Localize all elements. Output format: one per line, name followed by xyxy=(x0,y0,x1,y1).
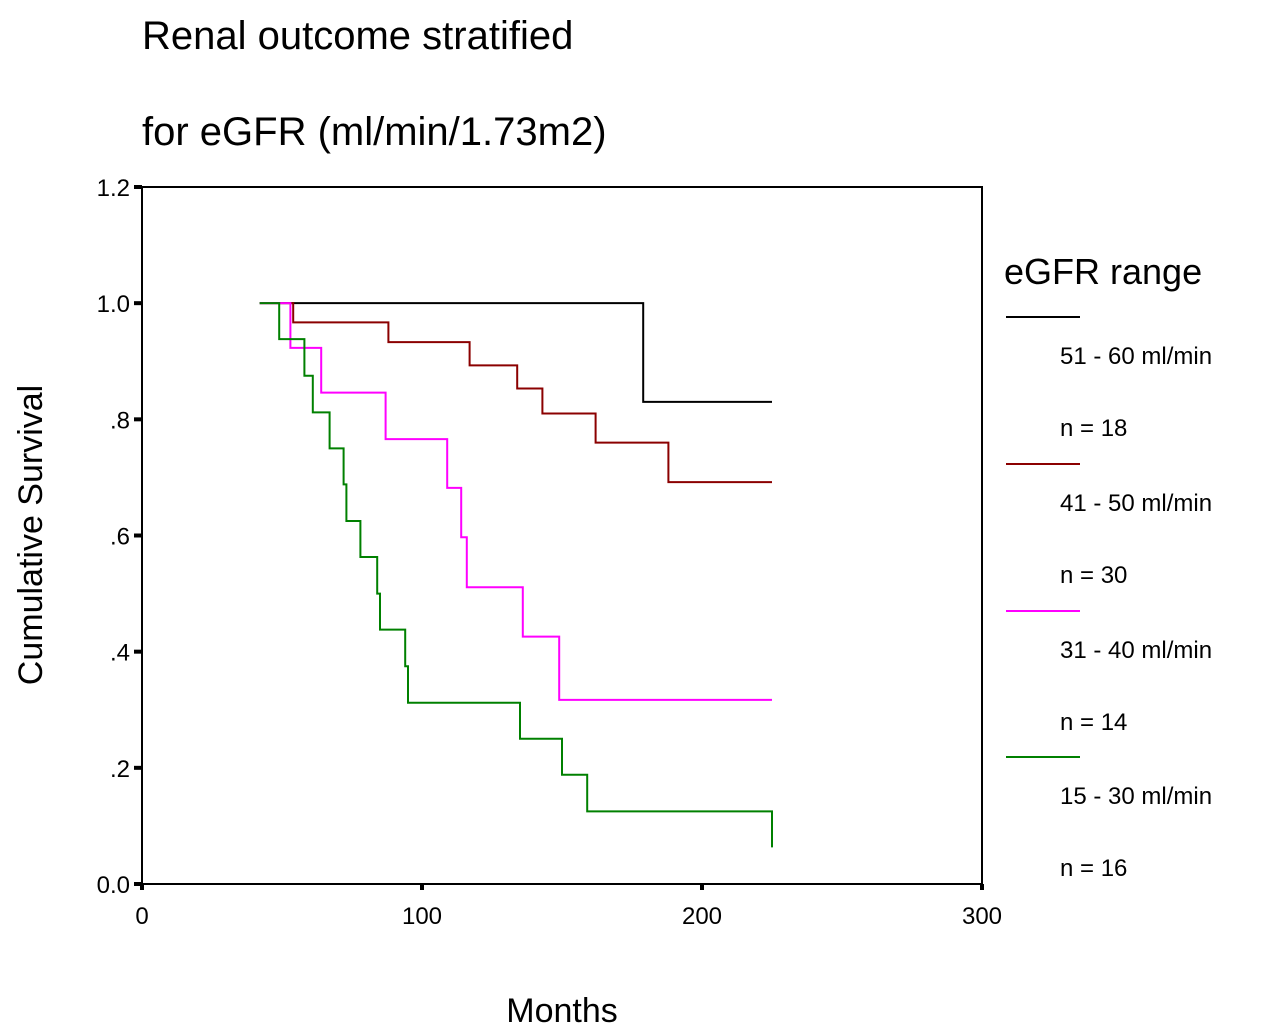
y-tick-label: .2 xyxy=(110,756,130,783)
legend-label: 15 - 30 ml/min xyxy=(1060,783,1212,810)
x-tick-label: 100 xyxy=(402,903,442,930)
legend-n-label: n = 30 xyxy=(1060,562,1127,589)
x-tick-label: 0 xyxy=(135,903,148,930)
x-tick-label: 200 xyxy=(682,903,722,930)
y-tick-label: .8 xyxy=(110,407,130,434)
chart-title-line-1: Renal outcome stratified xyxy=(142,14,574,58)
legend-n-label: n = 14 xyxy=(1060,709,1127,736)
y-tick-label: 0.0 xyxy=(97,872,130,899)
x-axis: 0 100 200 300 xyxy=(135,884,1002,930)
legend-n-label: n = 16 xyxy=(1060,855,1127,882)
survival-curves xyxy=(259,302,773,848)
y-tick-label: .4 xyxy=(110,640,130,667)
y-axis-title: Cumulative Survival xyxy=(12,385,50,685)
plot-frame xyxy=(141,186,983,885)
legend-label: 41 - 50 ml/min xyxy=(1060,490,1212,517)
legend-label: 51 - 60 ml/min xyxy=(1060,343,1212,370)
legend-n-label: n = 18 xyxy=(1060,415,1127,442)
survival-curve-1 xyxy=(259,302,772,403)
y-axis: 0.0 .2 .4 .6 .8 1.0 1.2 xyxy=(97,175,142,899)
survival-curve-4 xyxy=(259,302,773,848)
legend-label: 31 - 40 ml/min xyxy=(1060,637,1212,664)
y-tick-label: 1.0 xyxy=(97,291,130,318)
y-tick-label: 1.2 xyxy=(97,175,130,202)
x-axis-title: Months xyxy=(506,992,618,1025)
survival-curve-3 xyxy=(259,302,772,701)
chart-title-line-2: for eGFR (ml/min/1.73m2) xyxy=(142,110,607,154)
x-tick-label: 300 xyxy=(962,903,1002,930)
y-tick-label: .6 xyxy=(110,524,130,551)
survival-curve-2 xyxy=(259,302,772,484)
legend-title: eGFR range xyxy=(1004,251,1202,292)
legend: eGFR range 51 - 60 ml/min n = 18 41 - 50 m… xyxy=(1004,251,1212,882)
